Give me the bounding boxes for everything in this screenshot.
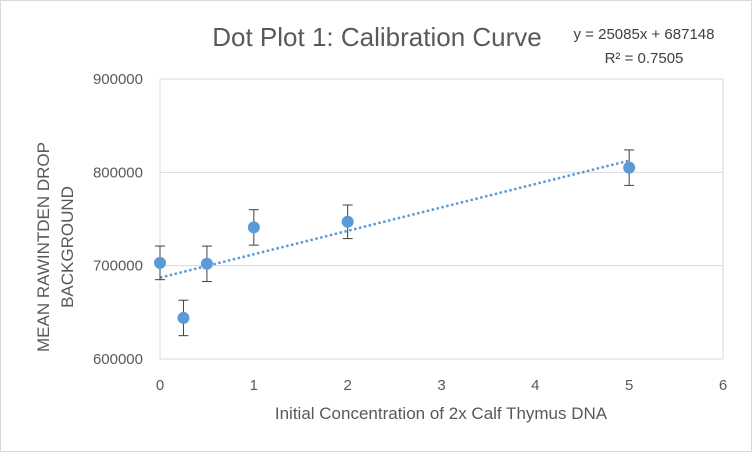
x-axis-ticks: 0 1 2 3 4 5 6 (156, 377, 727, 394)
y-axis-title-line-2: BACKGROUND (58, 186, 77, 308)
chart-title: Dot Plot 1: Calibration Curve (212, 22, 541, 52)
y-axis-title: MEAN RAWINTDEN DROP BACKGROUND (34, 142, 77, 352)
data-point (200, 257, 213, 270)
data-point (623, 161, 636, 174)
x-tick-label: 4 (531, 377, 539, 394)
data-point (341, 215, 354, 228)
y-axis-ticks: 600000 700000 800000 900000 (93, 71, 143, 368)
x-tick-label: 5 (625, 377, 633, 394)
y-tick-label: 800000 (93, 164, 143, 181)
data-point (154, 256, 166, 269)
trendline (159, 159, 630, 279)
x-tick-label: 2 (343, 377, 351, 394)
trendline-equation: y = 25085x + 687148 (574, 26, 715, 43)
x-tick-label: 0 (156, 377, 164, 394)
x-axis-title: Initial Concentration of 2x Calf Thymus … (275, 404, 608, 423)
data-point (177, 311, 190, 324)
x-tick-label: 3 (437, 377, 445, 394)
error-bars (155, 149, 635, 337)
data-points (154, 161, 636, 324)
data-point (247, 221, 260, 234)
y-tick-label: 900000 (93, 71, 143, 88)
y-tick-label: 600000 (93, 351, 143, 368)
x-tick-label: 6 (719, 377, 727, 394)
y-axis-title-line-1: MEAN RAWINTDEN DROP (34, 142, 53, 352)
trendline-line (159, 159, 630, 279)
x-tick-label: 1 (250, 377, 258, 394)
y-tick-label: 700000 (93, 258, 143, 275)
gridlines (159, 78, 724, 360)
trendline-r-squared: R² = 0.7505 (605, 50, 684, 67)
